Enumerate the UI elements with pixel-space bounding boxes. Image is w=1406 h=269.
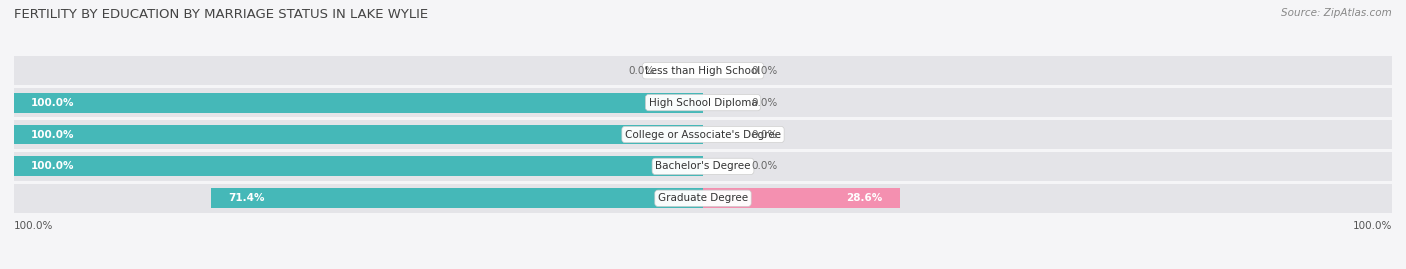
Bar [703, 188, 900, 208]
Bar [14, 184, 1392, 213]
Bar [14, 56, 1392, 85]
Text: Source: ZipAtlas.com: Source: ZipAtlas.com [1281, 8, 1392, 18]
Text: Bachelor's Degree: Bachelor's Degree [655, 161, 751, 171]
Text: 0.0%: 0.0% [751, 129, 778, 140]
Text: 100.0%: 100.0% [1353, 221, 1392, 231]
Text: 71.4%: 71.4% [228, 193, 264, 203]
Text: 100.0%: 100.0% [31, 98, 75, 108]
Text: 0.0%: 0.0% [628, 66, 655, 76]
Bar [14, 88, 1392, 117]
Text: 28.6%: 28.6% [846, 193, 883, 203]
Bar [14, 93, 703, 112]
Text: High School Diploma: High School Diploma [648, 98, 758, 108]
Bar [14, 157, 703, 176]
Text: 0.0%: 0.0% [751, 66, 778, 76]
Text: 100.0%: 100.0% [31, 161, 75, 171]
Bar [211, 188, 703, 208]
Bar [14, 120, 1392, 149]
Text: 0.0%: 0.0% [751, 98, 778, 108]
Text: Less than High School: Less than High School [645, 66, 761, 76]
Text: Graduate Degree: Graduate Degree [658, 193, 748, 203]
Text: FERTILITY BY EDUCATION BY MARRIAGE STATUS IN LAKE WYLIE: FERTILITY BY EDUCATION BY MARRIAGE STATU… [14, 8, 429, 21]
Text: College or Associate's Degree: College or Associate's Degree [626, 129, 780, 140]
Text: 100.0%: 100.0% [31, 129, 75, 140]
Text: 0.0%: 0.0% [751, 161, 778, 171]
Bar [14, 152, 1392, 181]
Text: 100.0%: 100.0% [14, 221, 53, 231]
Bar [14, 125, 703, 144]
